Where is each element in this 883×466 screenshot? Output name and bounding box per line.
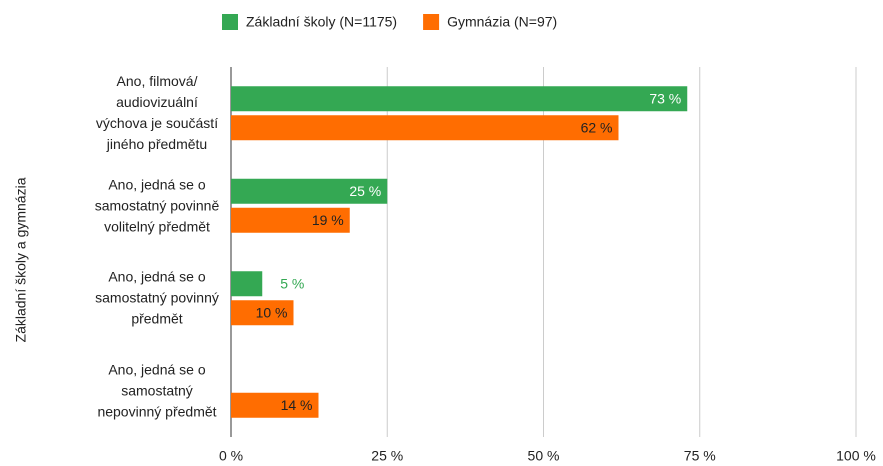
bar (231, 392, 319, 418)
category-label: Ano, jedná se o samostatný povinný předm… (95, 268, 219, 327)
x-tick-label: 25 % (371, 448, 403, 464)
value-label: 73 % (649, 90, 681, 106)
category-label: Ano, jedná se o samostatný povinně volit… (94, 176, 220, 235)
value-label: 10 % (256, 304, 288, 320)
legend-label: Základní školy (N=1175) (246, 14, 397, 30)
bar (231, 115, 619, 141)
bar (231, 86, 688, 112)
x-tick-label: 50 % (528, 448, 560, 464)
y-axis-title: Základní školy a gymnázia (13, 177, 29, 342)
x-tick-label: 75 % (684, 448, 716, 464)
value-label: 25 % (349, 183, 381, 199)
bar (231, 300, 294, 326)
category-label: Ano, filmová/ audiovizuální výchova je s… (95, 73, 219, 153)
value-label: 14 % (281, 397, 313, 413)
x-tick-label: 100 % (836, 448, 876, 464)
legend-label: Gymnázia (N=97) (447, 14, 557, 30)
value-label: 19 % (312, 212, 344, 228)
bar (231, 207, 350, 233)
legend-swatch (222, 14, 238, 30)
category-label: Ano, jedná se o samostatný nepovinný pře… (97, 361, 217, 420)
value-label: 5 % (280, 275, 304, 291)
legend-swatch (423, 14, 440, 30)
bar (231, 271, 263, 297)
x-tick-label: 0 % (219, 448, 243, 464)
bar (231, 178, 388, 204)
value-label: 62 % (581, 119, 613, 135)
